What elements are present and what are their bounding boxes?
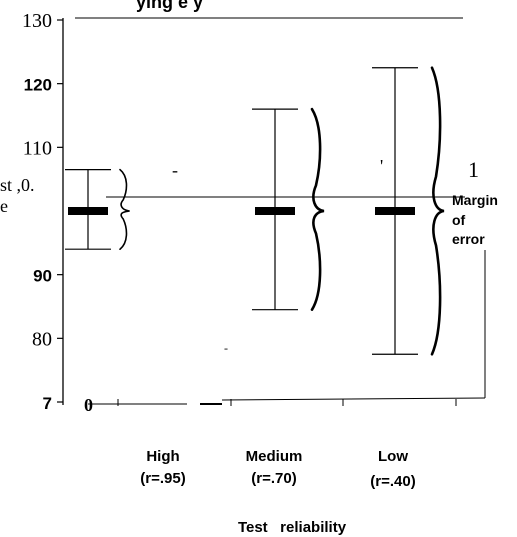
error-bar-group [65, 67, 418, 355]
category-r-high: (r=.95) [140, 470, 185, 487]
mean-marker-1 [255, 207, 295, 215]
category-r-low: (r=.40) [370, 473, 415, 490]
y-tick-group: 130 120 110 90 80 7 [22, 10, 63, 413]
margin-label-4: error [452, 231, 485, 247]
x-origin-label: 0 [84, 395, 93, 415]
stray-mark-1: - [172, 160, 178, 180]
stray-mark-3: - [224, 341, 228, 355]
y-tick-label-2: 110 [23, 137, 52, 159]
margin-brace-2 [430, 66, 445, 356]
chart-title-fragment: ying e y [136, 0, 203, 12]
bottom-axis-right-segment [221, 397, 486, 401]
y-tick-label-5: 7 [43, 394, 52, 413]
margin-brace-1 [310, 107, 325, 311]
margin-brace-group [119, 66, 445, 356]
category-name-high: High [146, 448, 179, 465]
stray-mark-2: ' [380, 156, 383, 176]
margin-label-3: of [452, 212, 466, 228]
mean-marker-2 [375, 207, 415, 215]
x-axis-label: Test reliability [238, 519, 347, 536]
category-name-medium: Medium [246, 448, 303, 465]
y-tick-label-1: 120 [24, 76, 52, 95]
category-r-medium: (r=.70) [251, 470, 296, 487]
y-tick-label-0: 130 [22, 10, 52, 32]
margin-label-2: Margin [452, 192, 498, 208]
axes [62, 17, 486, 405]
left-fragment-1: st ,0. [0, 175, 35, 195]
margin-brace-0 [119, 168, 130, 250]
y-tick-label-3: 90 [33, 267, 52, 286]
category-name-low: Low [378, 448, 408, 465]
left-fragment-2: e [0, 196, 8, 216]
x-tick-group [117, 399, 457, 406]
margin-label-1: 1 [468, 157, 479, 182]
mean-marker-0 [68, 207, 108, 215]
y-tick-label-4: 80 [32, 328, 52, 350]
